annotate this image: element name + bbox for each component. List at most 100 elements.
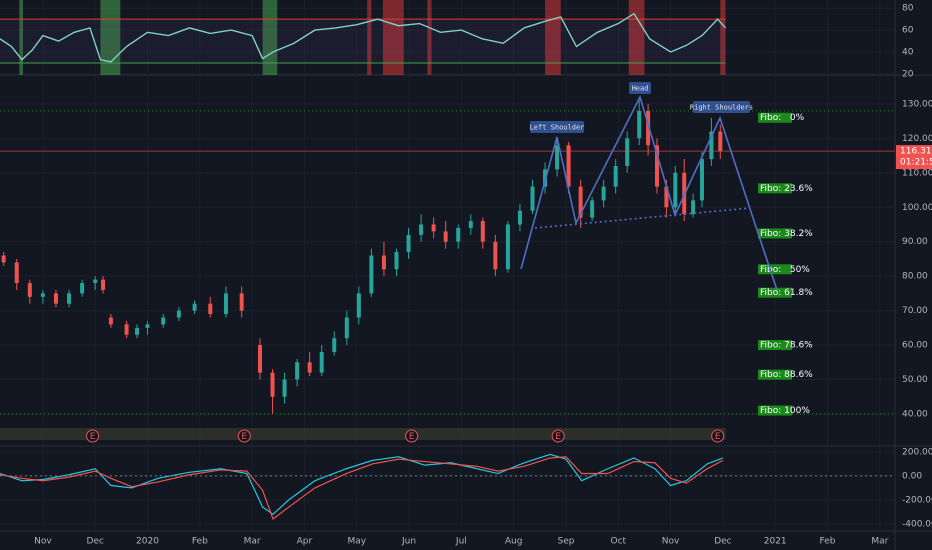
rsi-line [0,12,727,63]
x-tick-label: Mar [244,537,261,547]
fib-label: Fibo: 0% [760,113,805,123]
fib-label: Fibo: 61.8% [760,288,813,298]
grid [0,0,895,531]
candle-body [145,324,150,328]
earnings-label: E [715,432,721,442]
y-tick-label: 70.00 [902,306,928,316]
earnings-label: E [90,432,96,442]
fib-label-box [758,183,792,194]
candle-body [394,252,399,270]
candle-body [691,200,696,215]
annotation-box [530,121,584,133]
candle-body [356,293,361,318]
candle-body [101,279,106,290]
candle-body [192,303,197,311]
candle-body [295,362,300,380]
x-tick-label: Feb [192,537,208,547]
fib-label: Fibo: 38.2% [760,229,813,239]
candle-body [699,159,704,201]
y-tick-label: 20 [902,69,914,79]
last-price-tag [896,145,932,170]
candle-body [124,324,129,335]
x-tick-label: Oct [611,537,627,547]
candle-body [709,131,714,160]
candle-body [282,379,287,397]
candle-body [257,345,262,373]
candle-body [108,317,113,325]
candle-body [332,338,337,352]
candle-body [625,138,630,166]
fib-label-box [758,369,792,380]
candle-body [456,227,461,242]
x-tick-label: Apr [297,537,313,547]
candle-body [590,200,595,218]
earnings-marker [405,429,419,443]
y-tick-label: 60 [902,26,914,36]
candle-body [270,372,275,397]
fib-label: Fibo: 88.6% [760,370,813,380]
x-tick-label: Sep [557,537,574,547]
candle-body [601,186,606,201]
candle-body [406,234,411,253]
candle-body [40,293,45,297]
y-tick-label: 80.00 [902,272,928,282]
fib-label-box [758,264,792,275]
volume-strip [0,428,726,440]
fib-label-box [758,287,792,298]
fib-label-box [758,228,792,239]
candle-body [431,224,436,232]
candle-body [14,262,19,284]
earnings-marker [711,429,725,443]
x-tick-label: Nov [662,537,680,547]
candle-body [493,241,498,270]
y-tick-label: 130.00 [902,99,932,109]
candle-body [239,293,244,311]
candle-body [505,224,510,270]
candle-body [80,283,85,294]
fib-label: Fibo: 50% [760,265,810,275]
annotation: Right Shoulders [690,104,753,112]
fib-label-box [758,112,792,123]
x-tick-label: Mar [871,537,888,547]
y-tick-label: 200.00 [902,447,932,457]
y-tick-label: 80 [902,4,914,14]
candle-body [1,255,6,263]
y-tick-label: 110.00 [902,168,932,178]
x-tick-label: Jul [455,537,467,547]
candle-body [369,255,374,294]
candle-body [654,145,659,187]
candle-body [307,362,312,373]
candle-body [578,186,583,218]
last-price-label: 116.31 [900,147,932,157]
fib-label: Fibo: 23.6% [760,184,813,194]
y-tick-label: 50.00 [902,375,928,385]
earnings-marker [86,429,100,443]
candle-body [176,310,181,318]
x-tick-label: 2021 [764,537,787,547]
signal-highlight [367,0,372,75]
plot: Fibo: 0% Fibo: 23.6% Fibo: 38.2% Fibo: 50% F… [0,0,895,521]
earnings-label: E [555,432,561,442]
macd-line [0,453,724,516]
y-tick-label: 100.00 [902,203,932,213]
signal-highlight [720,0,726,75]
candle-body [646,110,651,146]
candle-body [344,317,349,339]
x-tick-label: Jun [401,537,416,547]
pattern: Left Shoulder Head Right Shoulders [520,82,778,291]
annotation: Left Shoulder [530,124,585,132]
fib-label: Fibo: 78.6% [760,341,813,351]
candle-body [67,293,72,304]
x-tick-label: Feb [820,537,836,547]
candle-body [480,221,485,242]
earnings-label: E [241,432,247,442]
y-tick-label: 90.00 [902,237,928,247]
candle-body [93,279,98,284]
candle-body [673,172,678,208]
annotation-box [629,82,651,94]
candle-body [419,224,424,235]
candle-body [223,293,228,315]
candle-body [530,186,535,211]
x-tick-label: Nov [34,537,52,547]
